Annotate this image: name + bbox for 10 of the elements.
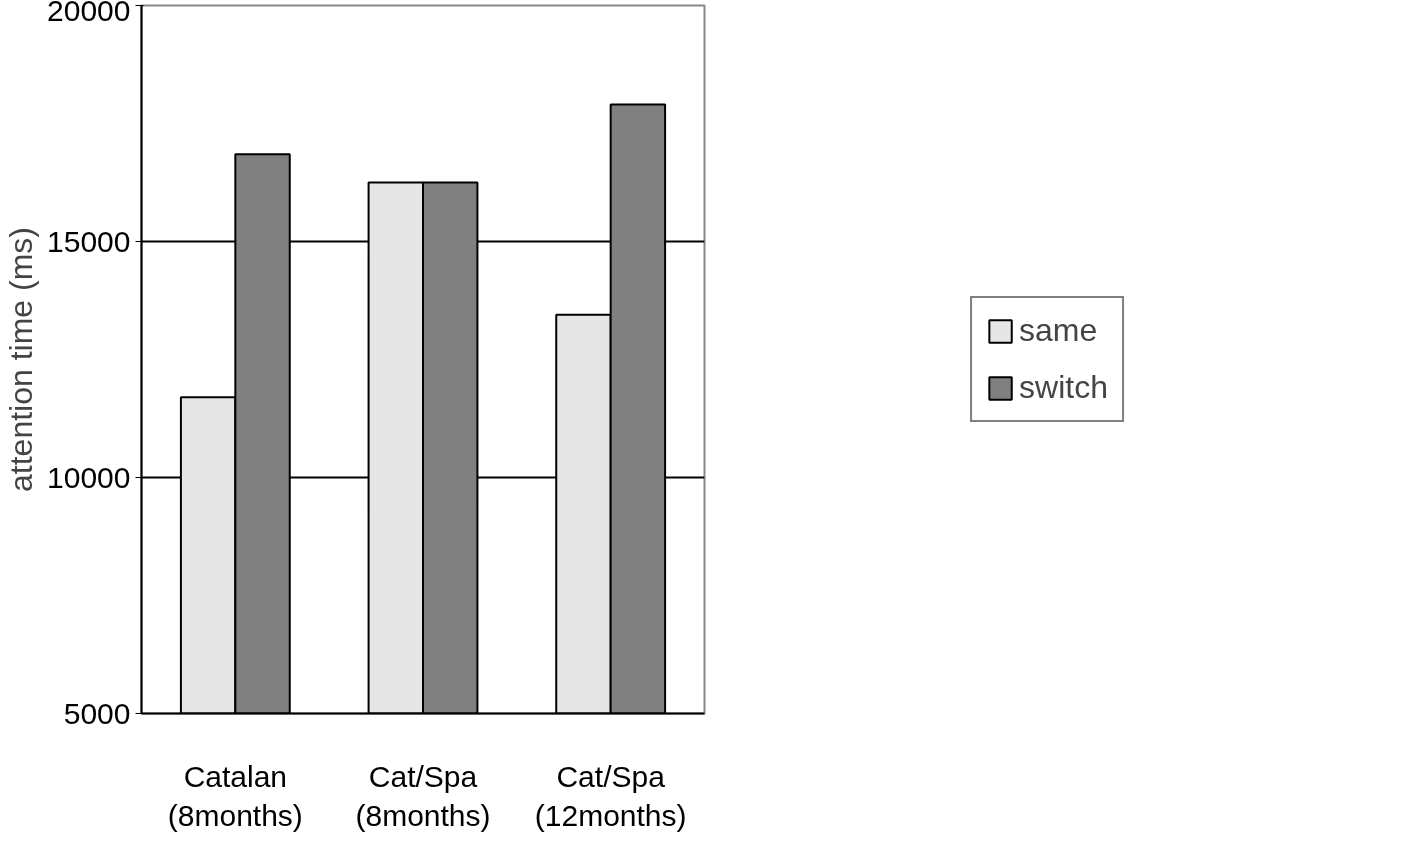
x-tick-label: Cat/Spa (8months) <box>355 759 491 833</box>
y-tick-label: 15000 <box>47 224 131 258</box>
x-tick-label: Cat/Spa (12months) <box>534 759 687 833</box>
y-tick-label: 10000 <box>47 460 131 494</box>
x-tick-label: Catalan (8months) <box>167 759 303 833</box>
y-tick-label: 20000 <box>47 0 131 27</box>
legend-label: same <box>1019 312 1098 349</box>
y-axis-title: attention time (ms) <box>3 227 40 492</box>
legend-label: switch <box>1019 369 1108 406</box>
y-tick-label: 5000 <box>63 696 131 730</box>
